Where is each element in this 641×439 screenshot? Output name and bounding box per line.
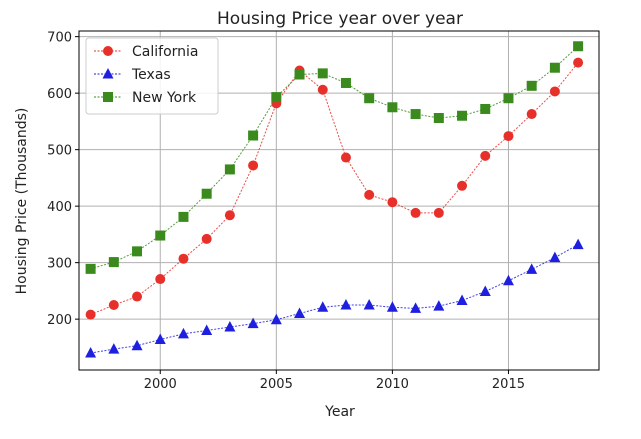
data-point-texas bbox=[479, 285, 491, 296]
legend-box bbox=[85, 37, 219, 115]
data-point-texas bbox=[201, 324, 213, 335]
data-point-california bbox=[178, 253, 189, 264]
y-tick-label: 400 bbox=[47, 200, 72, 215]
data-point-texas bbox=[131, 339, 143, 351]
data-point-new-york bbox=[317, 68, 328, 79]
data-point-new-york bbox=[387, 102, 398, 113]
data-point-texas bbox=[363, 299, 375, 310]
data-point-california bbox=[387, 197, 398, 208]
legend-marker-new-york bbox=[103, 92, 113, 102]
data-point-texas bbox=[526, 263, 538, 274]
data-point-california bbox=[340, 152, 351, 163]
data-point-new-york bbox=[294, 69, 305, 80]
data-point-new-york bbox=[85, 263, 96, 274]
data-point-new-york bbox=[549, 62, 560, 73]
data-point-california bbox=[85, 309, 96, 320]
data-point-new-york bbox=[573, 41, 584, 52]
data-point-california bbox=[573, 57, 584, 68]
y-axis-title: Housing Price (Thousands) bbox=[14, 108, 30, 295]
data-point-new-york bbox=[178, 211, 189, 222]
data-point-new-york bbox=[340, 77, 351, 88]
data-point-texas bbox=[85, 347, 97, 358]
data-point-california bbox=[457, 180, 468, 191]
y-tick-label: 200 bbox=[47, 313, 72, 328]
x-tick-label: 2010 bbox=[376, 377, 409, 392]
data-point-texas bbox=[410, 302, 422, 313]
series-new-york bbox=[85, 41, 584, 274]
data-point-new-york bbox=[108, 257, 119, 268]
chart-title: Housing Price year over year bbox=[217, 9, 463, 29]
data-point-california bbox=[480, 150, 491, 161]
data-point-california bbox=[364, 189, 375, 200]
data-point-new-york bbox=[132, 246, 143, 257]
data-point-california bbox=[410, 207, 421, 218]
data-point-texas bbox=[502, 274, 514, 286]
data-point-new-york bbox=[224, 164, 235, 175]
series-line-texas bbox=[90, 244, 579, 354]
data-point-california bbox=[248, 160, 259, 171]
data-point-texas bbox=[270, 313, 282, 325]
series-line-new-york bbox=[90, 45, 579, 270]
data-point-california bbox=[433, 207, 444, 218]
data-point-texas bbox=[572, 238, 584, 250]
data-point-california bbox=[108, 300, 119, 311]
data-point-texas bbox=[433, 300, 445, 311]
data-point-new-york bbox=[201, 188, 212, 199]
data-point-texas bbox=[247, 317, 259, 329]
series-texas bbox=[85, 238, 584, 358]
series-line-california bbox=[90, 62, 579, 316]
data-point-california bbox=[503, 131, 514, 142]
data-point-new-york bbox=[155, 230, 166, 241]
legend-marker-texas bbox=[102, 68, 114, 79]
data-point-texas bbox=[294, 307, 306, 318]
legend-marker-california bbox=[103, 46, 113, 56]
x-tick-label: 2000 bbox=[144, 377, 177, 392]
data-point-new-york bbox=[433, 113, 444, 124]
data-point-new-york bbox=[248, 130, 259, 141]
plot-frame bbox=[78, 30, 600, 371]
data-point-new-york bbox=[271, 92, 282, 103]
data-point-new-york bbox=[410, 109, 421, 120]
data-point-texas bbox=[340, 299, 352, 310]
y-tick-label: 500 bbox=[47, 144, 72, 159]
data-point-new-york bbox=[457, 110, 468, 121]
data-point-texas bbox=[177, 327, 189, 339]
series-california bbox=[85, 57, 584, 320]
data-point-california bbox=[201, 233, 212, 244]
series-lines bbox=[85, 41, 584, 358]
data-point-new-york bbox=[364, 93, 375, 104]
legend-label-new-york: New York bbox=[132, 90, 197, 106]
data-point-texas bbox=[386, 301, 398, 312]
data-point-california bbox=[549, 86, 560, 97]
x-tick-label: 2005 bbox=[260, 377, 293, 392]
legend-label-california: California bbox=[132, 44, 198, 60]
legend: California Texas New York bbox=[85, 37, 219, 115]
x-tick-label: 2015 bbox=[492, 377, 525, 392]
data-point-california bbox=[224, 210, 235, 221]
data-point-texas bbox=[154, 333, 166, 344]
data-point-new-york bbox=[526, 80, 537, 91]
y-tick-label: 300 bbox=[47, 257, 72, 272]
y-tick-label: 600 bbox=[47, 87, 72, 102]
data-point-texas bbox=[224, 321, 236, 332]
data-point-texas bbox=[456, 294, 468, 306]
data-point-california bbox=[526, 109, 537, 120]
y-tick-label: 700 bbox=[47, 31, 72, 46]
axis-ticks: 2000 2005 2010 2015 200 300 400 500 600 700 bbox=[47, 31, 525, 392]
data-point-texas bbox=[317, 301, 329, 312]
data-point-california bbox=[317, 84, 328, 95]
data-point-texas bbox=[108, 343, 120, 354]
data-point-texas bbox=[549, 251, 561, 263]
data-point-california bbox=[132, 291, 143, 302]
data-point-new-york bbox=[503, 93, 514, 104]
data-point-new-york bbox=[480, 103, 491, 114]
grid bbox=[79, 31, 599, 370]
data-point-california bbox=[155, 274, 166, 285]
legend-label-texas: Texas bbox=[131, 67, 171, 83]
x-axis-title: Year bbox=[324, 404, 355, 420]
